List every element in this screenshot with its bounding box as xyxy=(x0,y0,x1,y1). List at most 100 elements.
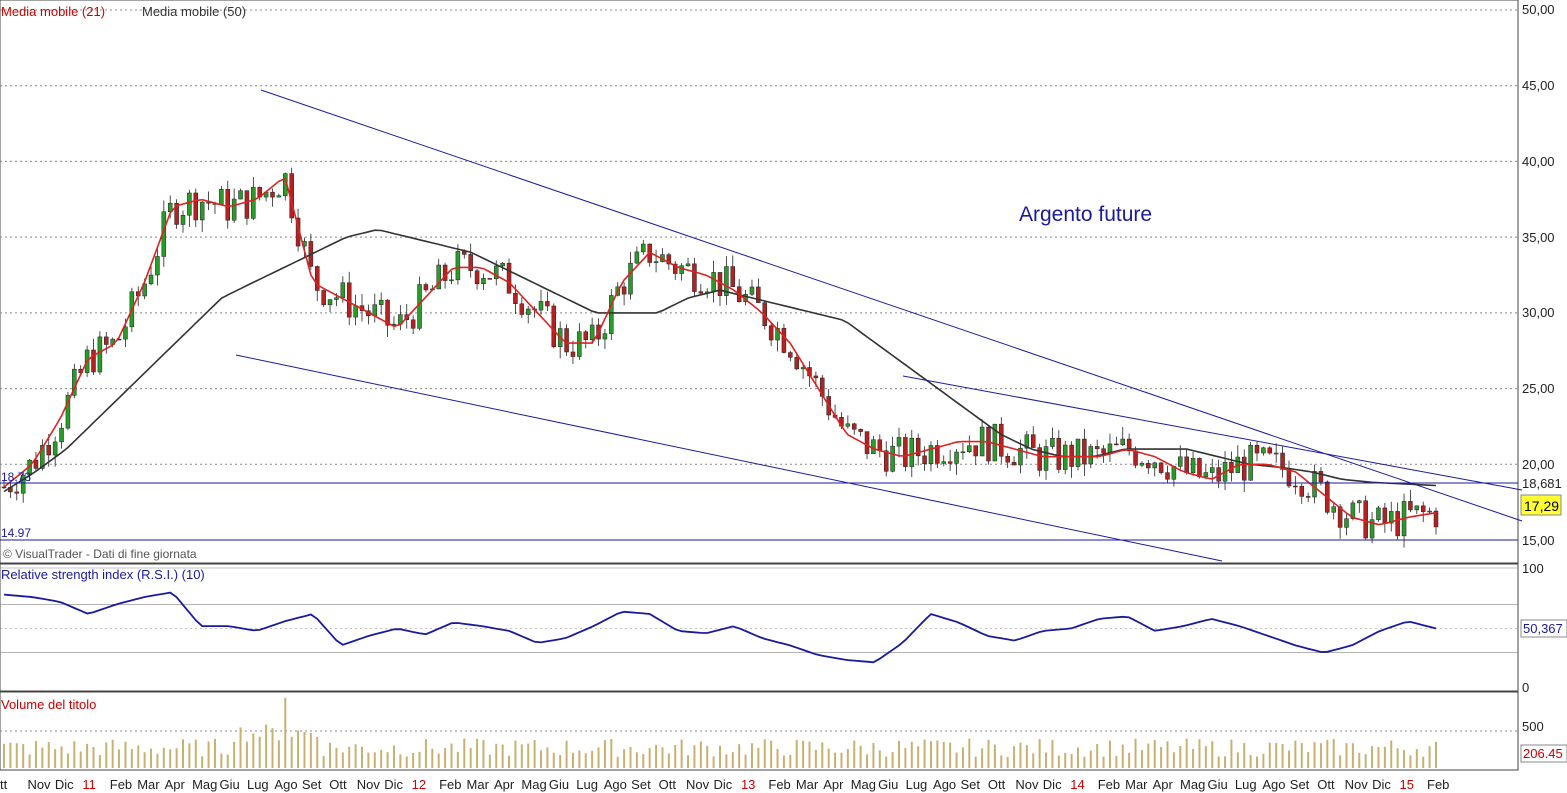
candle-body xyxy=(238,190,243,200)
x-axis-label: Mar xyxy=(1125,777,1148,792)
candle-body xyxy=(378,299,384,305)
candle-body xyxy=(1139,463,1145,466)
candle-body xyxy=(673,263,678,274)
candle-body xyxy=(1120,438,1125,445)
x-axis-label: Mag xyxy=(1180,777,1205,792)
candle-body xyxy=(148,274,154,285)
last-price-label: 17,29 xyxy=(1524,498,1559,514)
candle-body xyxy=(1210,467,1215,473)
candle-body xyxy=(33,459,39,469)
candle-body xyxy=(1152,462,1157,469)
candle-body xyxy=(225,189,230,221)
candle-body xyxy=(321,290,326,306)
candle-body xyxy=(1254,444,1260,454)
candle-body xyxy=(845,423,851,427)
trendline-upper-channel xyxy=(260,89,1523,522)
candle-body xyxy=(711,272,716,293)
candle-body xyxy=(954,451,959,464)
candle-body xyxy=(724,266,729,296)
candle-body xyxy=(999,423,1004,457)
price-tick: 40,00 xyxy=(1522,154,1555,169)
candle-body xyxy=(1197,458,1202,478)
candle-body xyxy=(935,445,940,464)
volume-bars xyxy=(3,697,1437,768)
candle-body xyxy=(327,299,333,306)
candle-body xyxy=(628,262,633,295)
candle-body xyxy=(1075,438,1081,467)
candle-body xyxy=(1293,485,1298,488)
x-axis-label: Feb xyxy=(110,777,132,792)
candle-body xyxy=(199,201,205,221)
candle-body xyxy=(436,264,441,290)
price-tick: 15,00 xyxy=(1522,533,1555,548)
candle-body xyxy=(909,437,915,467)
candle-body xyxy=(602,333,608,340)
x-axis-label: Ott xyxy=(1317,777,1335,792)
ma50-value-label: 18,681 xyxy=(1522,476,1562,491)
x-axis-label: Dic xyxy=(384,777,403,792)
candle-body xyxy=(142,283,147,297)
candle-body xyxy=(1318,471,1324,483)
candle-body xyxy=(577,331,582,357)
candle-body xyxy=(270,191,275,198)
candle-body xyxy=(315,266,320,291)
candle-body xyxy=(1037,447,1042,471)
candle-body xyxy=(1427,510,1432,513)
candle-body xyxy=(922,455,927,465)
rsi-tick: 100 xyxy=(1522,561,1544,576)
trendline-secondary xyxy=(902,375,1523,491)
x-axis-label: Nov xyxy=(686,777,710,792)
x-axis-label: Mar xyxy=(467,777,490,792)
candle-body xyxy=(1190,458,1196,473)
candle-body xyxy=(1094,446,1100,449)
candle-body xyxy=(1433,510,1439,528)
price-tick: 45,00 xyxy=(1522,78,1555,93)
x-axis-label: tt xyxy=(0,777,8,792)
candle-body xyxy=(973,445,978,457)
x-axis-label: Dic xyxy=(55,777,74,792)
candle-body xyxy=(353,305,358,318)
candle-body xyxy=(813,375,819,379)
x-axis-label: Nov xyxy=(1345,777,1369,792)
x-axis-label: Ott xyxy=(659,777,677,792)
candle-body xyxy=(513,293,518,304)
grid-lines xyxy=(0,9,1518,732)
candle-body xyxy=(1178,456,1183,467)
candle-body xyxy=(1305,496,1311,498)
candle-body xyxy=(1024,434,1030,449)
rsi-y-axis: 100 50 0 50,367 xyxy=(1520,561,1567,695)
candle-body xyxy=(545,301,550,307)
candle-body xyxy=(775,327,780,341)
x-axis-label: Lug xyxy=(576,777,598,792)
candle-body xyxy=(340,282,346,298)
candle-body xyxy=(1203,472,1209,478)
candle-body xyxy=(155,256,160,276)
candle-body xyxy=(756,286,761,303)
candle-body xyxy=(928,445,934,465)
candle-body xyxy=(883,450,889,472)
candle-body xyxy=(174,202,179,225)
candle-body xyxy=(1011,461,1017,466)
candle-body xyxy=(941,461,946,464)
last-price-box xyxy=(1520,494,1562,516)
candle-body xyxy=(1101,448,1106,454)
candle-body xyxy=(621,286,627,295)
x-axis-label: Mar xyxy=(796,777,819,792)
candle-body xyxy=(1069,444,1074,467)
candle-body xyxy=(334,297,339,300)
candle-body xyxy=(187,192,192,216)
candle-body xyxy=(685,263,691,266)
x-axis-label: Ago xyxy=(933,777,956,792)
trendline-lower-channel xyxy=(235,354,1223,562)
candle-body xyxy=(877,439,883,451)
candle-body xyxy=(1299,485,1304,497)
x-axis-label: Ago xyxy=(274,777,297,792)
candle-body xyxy=(1248,444,1253,481)
candle-body xyxy=(468,254,473,271)
candle-body xyxy=(794,357,799,370)
rsi-value-label: 50,367 xyxy=(1523,621,1563,636)
candle-body xyxy=(1158,462,1164,473)
candle-body xyxy=(730,266,736,287)
price-tick: 20,00 xyxy=(1522,457,1555,472)
candle-body xyxy=(474,270,480,285)
